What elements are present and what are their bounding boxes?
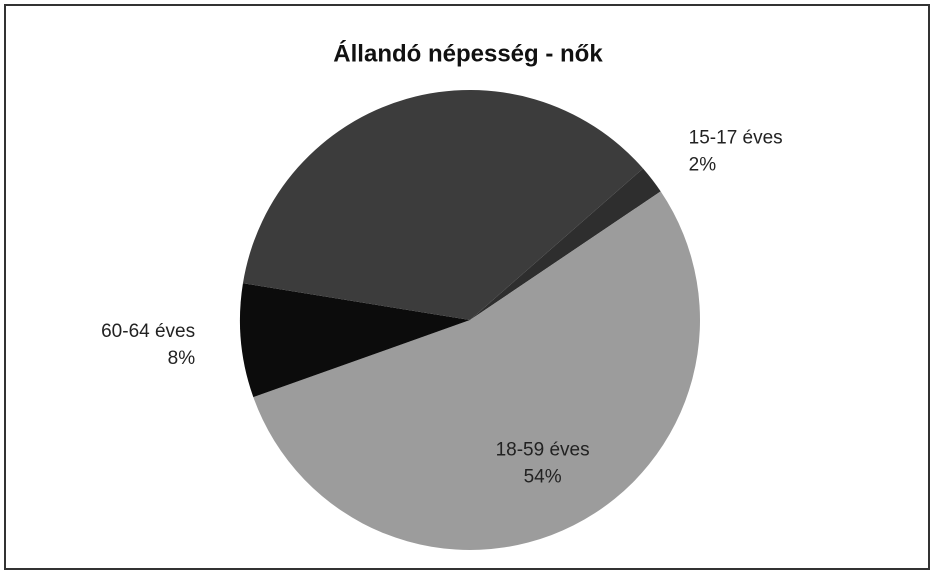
pie-slice [253, 191, 701, 551]
slice-label: 18-59 éves [496, 440, 590, 461]
slice-value-label: 8% [168, 348, 196, 369]
slice-value-label: 54% [524, 467, 562, 488]
pie-slice [470, 168, 661, 320]
slice-label: 60-64 éves [101, 321, 195, 342]
slice-label: 15-17 éves [689, 128, 783, 149]
pie-slice [240, 283, 470, 398]
chart-title: Állandó népesség - nők [333, 39, 603, 67]
slice-value-label: 2% [689, 155, 717, 176]
pie-slice [242, 90, 644, 320]
